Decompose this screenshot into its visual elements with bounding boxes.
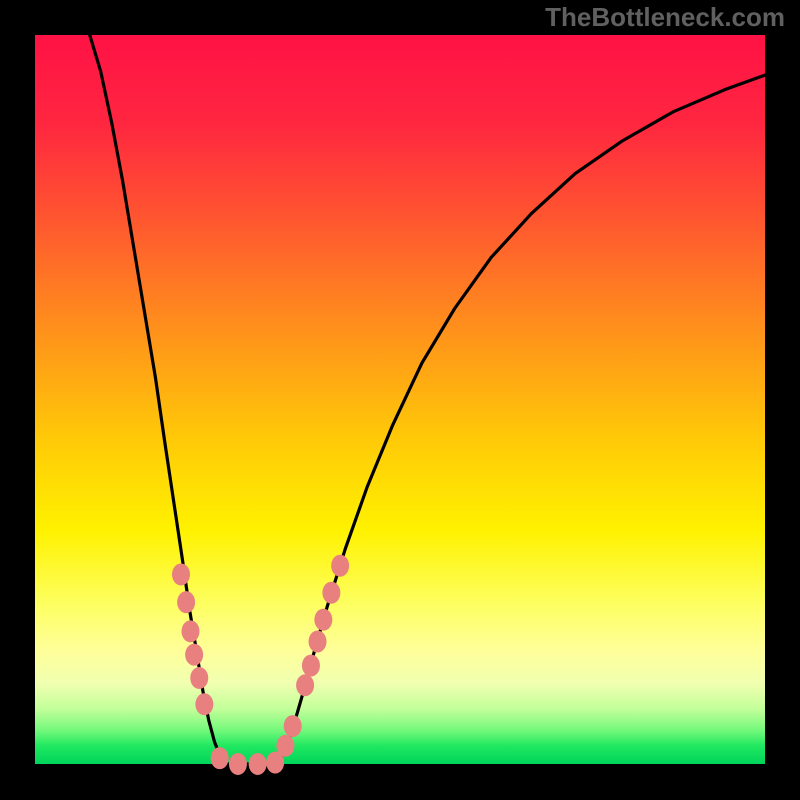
curve-marker <box>249 753 267 775</box>
curve-marker <box>211 747 229 769</box>
plot-background <box>35 35 765 764</box>
curve-marker <box>190 667 208 689</box>
curve-marker <box>331 555 349 577</box>
curve-marker <box>302 655 320 677</box>
curve-marker <box>229 753 247 775</box>
curve-marker <box>314 609 332 631</box>
curve-marker <box>276 735 294 757</box>
chart-svg: TheBottleneck.com <box>0 0 800 800</box>
curve-marker <box>185 644 203 666</box>
curve-marker <box>322 582 340 604</box>
curve-marker <box>284 715 302 737</box>
curve-marker <box>181 620 199 642</box>
watermark-text: TheBottleneck.com <box>545 2 785 32</box>
curve-marker <box>195 693 213 715</box>
curve-marker <box>177 591 195 613</box>
bottleneck-chart: TheBottleneck.com <box>0 0 800 800</box>
curve-marker <box>296 674 314 696</box>
curve-marker <box>172 563 190 585</box>
curve-marker <box>309 631 327 653</box>
